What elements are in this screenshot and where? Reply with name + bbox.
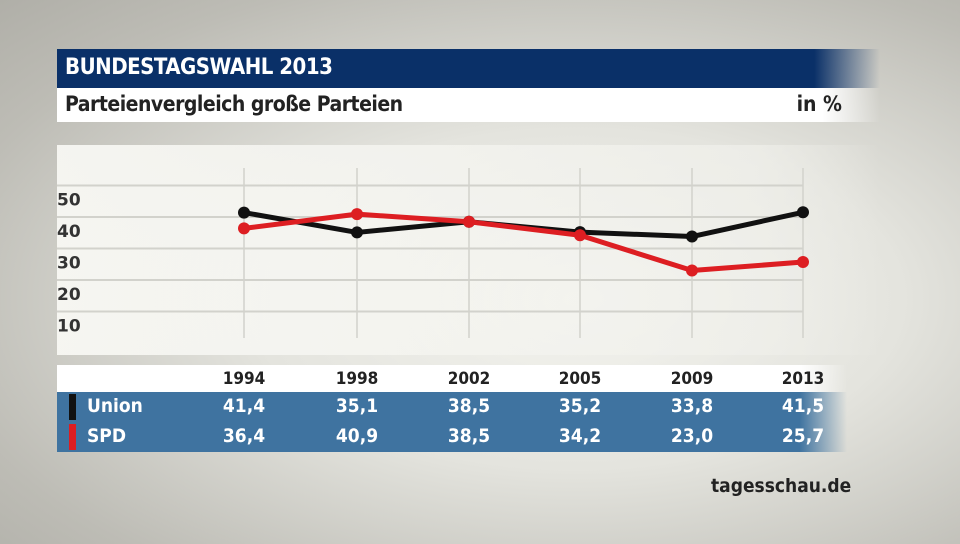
data-point-spd — [797, 256, 809, 269]
table-header: 1994 1998 2002 2005 2009 2013 — [57, 365, 847, 392]
x-tick-label: 1994 — [222, 369, 266, 389]
data-point-union — [797, 206, 809, 219]
data-point-union — [351, 226, 363, 239]
data-label: 36,4 — [222, 425, 266, 447]
legend-swatch — [69, 424, 76, 450]
data-label: 41,4 — [222, 395, 266, 417]
legend-swatch — [69, 394, 76, 420]
y-tick-label: 10 — [57, 317, 81, 337]
x-tick-label: 2002 — [447, 369, 491, 389]
table-body: Union 41,4 35,1 38,5 35,2 33,8 41,5 SPD 36,4 40,9… — [57, 392, 847, 452]
data-label: 34,2 — [558, 425, 602, 447]
data-point-spd — [351, 208, 363, 221]
title-bar: BUNDESTAGSWAHL 2013 — [57, 49, 880, 88]
x-tick-label: 1998 — [335, 369, 379, 389]
data-point-spd — [686, 264, 698, 277]
data-label: 33,8 — [670, 395, 714, 417]
data-point-spd — [574, 229, 586, 242]
data-label: 23,0 — [670, 425, 714, 447]
unit-label: in % — [796, 92, 842, 116]
data-point-spd — [238, 222, 250, 235]
data-label: 35,1 — [335, 395, 379, 417]
data-point-union — [686, 230, 698, 243]
subtitle-bar: Parteienvergleich große Parteien in % — [57, 88, 880, 122]
y-tick-label: 30 — [57, 254, 81, 274]
data-point-union — [238, 206, 250, 219]
data-label: 35,2 — [558, 395, 602, 417]
data-point-spd — [463, 215, 475, 228]
x-tick-label: 2009 — [670, 369, 714, 389]
data-table: 1994 1998 2002 2005 2009 2013 Union 41,4 35,1 38… — [57, 365, 847, 452]
x-tick-label: 2005 — [558, 369, 602, 389]
source-label: tagesschau.de — [711, 475, 852, 497]
data-label: 40,9 — [335, 425, 379, 447]
data-label: 41,5 — [781, 395, 825, 417]
x-tick-label: 2013 — [781, 369, 825, 389]
y-tick-label: 40 — [57, 222, 81, 242]
chart-title: BUNDESTAGSWAHL 2013 — [65, 55, 333, 80]
legend-label: Union — [87, 395, 143, 417]
y-tick-label: 20 — [57, 285, 81, 305]
chart-subtitle: Parteienvergleich große Parteien — [65, 92, 403, 116]
data-label: 38,5 — [447, 395, 491, 417]
series-line-spd — [243, 211, 804, 274]
y-tick-label: 50 — [57, 191, 81, 211]
data-label: 25,7 — [781, 425, 825, 447]
legend-label: SPD — [87, 425, 127, 447]
data-label: 38,5 — [447, 425, 491, 447]
